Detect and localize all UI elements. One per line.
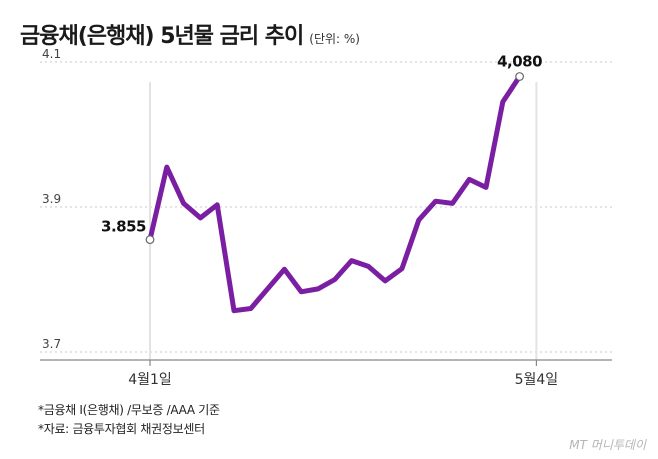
x-tick-label: 4월1일	[128, 372, 172, 388]
data-label: 4,080	[497, 53, 542, 71]
grid	[40, 61, 612, 360]
y-tick-label: 3.9	[42, 192, 61, 206]
footnote-source: *자료: 금융투자협회 채권정보센터	[38, 422, 205, 436]
brand-logo: MT 머니투데이	[569, 438, 646, 452]
unit-label: (단위: %)	[309, 32, 360, 46]
y-tick-label: 3.7	[42, 337, 61, 351]
annotation-marker	[515, 72, 524, 81]
y-tick-label: 4.1	[42, 47, 61, 61]
footnote-basis: *금융채 I(은행채) /무보증 /AAA 기준	[38, 403, 220, 417]
chart-title-text: 금융채(은행채) 5년물 금리 추이	[20, 24, 304, 49]
series-layer	[147, 74, 523, 314]
x-tick-label: 5월4일	[515, 372, 559, 388]
x-axis-labels: 4월1일 5월4일	[128, 372, 558, 388]
chart-title: 금융채(은행채) 5년물 금리 추이 (단위: %)	[20, 18, 360, 50]
data-label: 3.855	[101, 218, 146, 236]
series-line-0	[147, 74, 523, 314]
annotation-marker	[145, 235, 155, 245]
line-chart: 3.7 3.9 4.1 4월1일 5월4일 3.855 4,080	[40, 47, 612, 388]
annotation-layer: 3.855 4,080	[101, 53, 543, 245]
y-axis-labels: 3.7 3.9 4.1	[42, 47, 61, 351]
x-axis	[40, 359, 612, 366]
